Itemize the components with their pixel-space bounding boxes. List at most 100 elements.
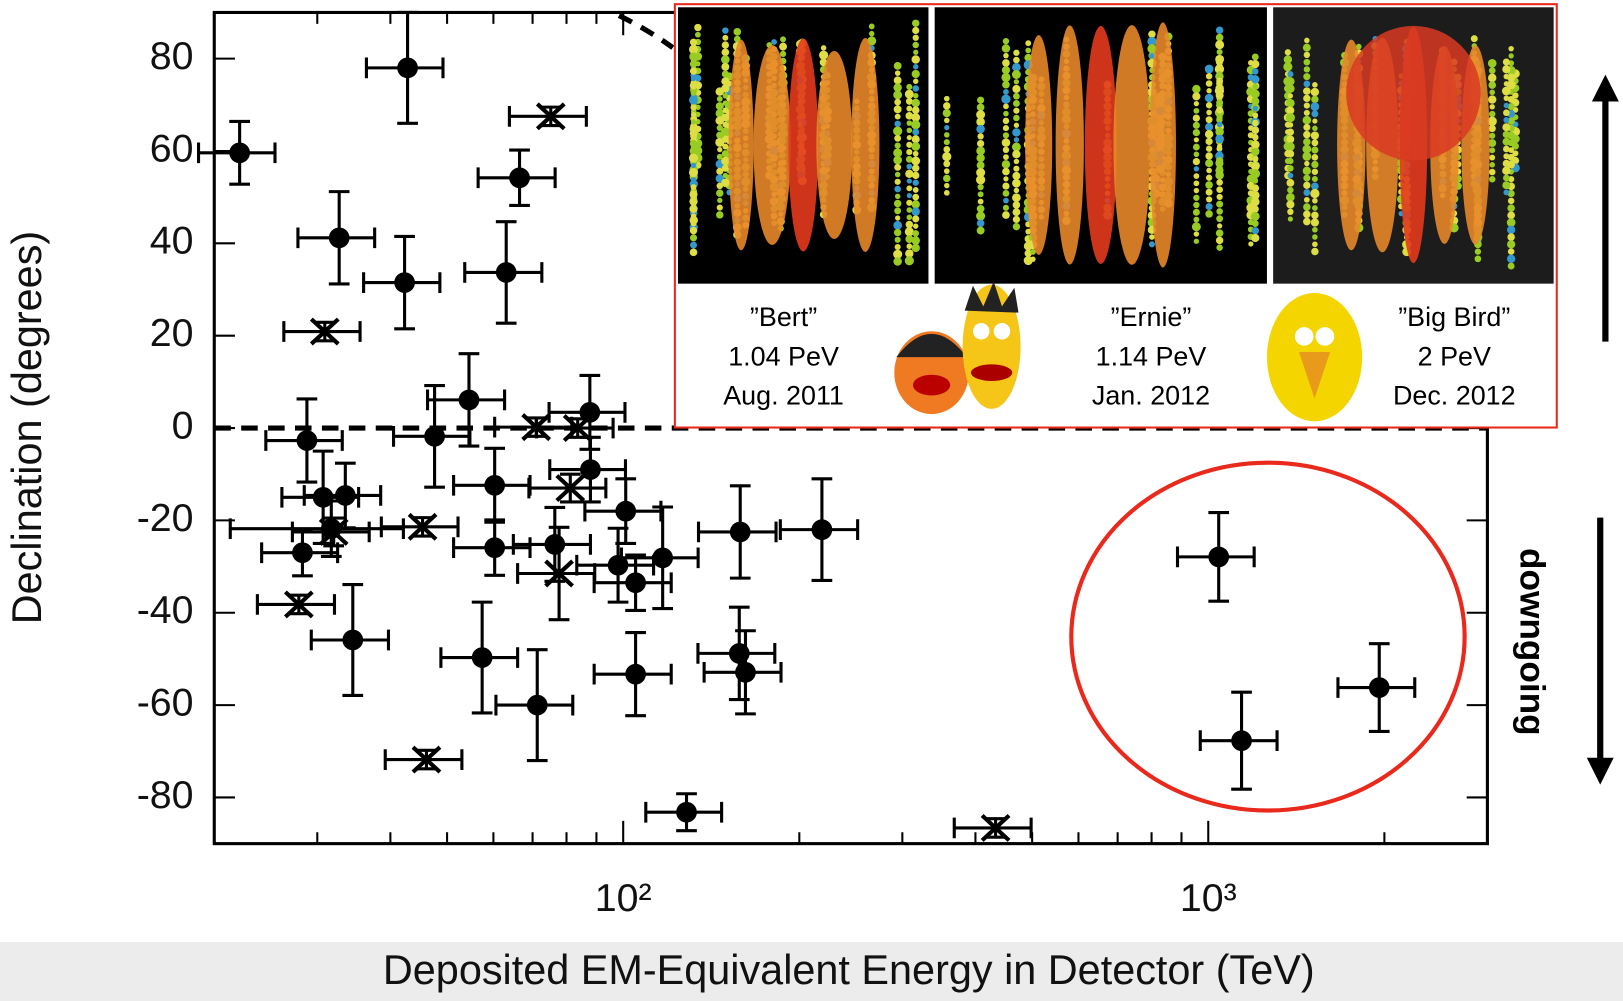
hit — [1287, 93, 1293, 99]
hit — [1251, 233, 1260, 243]
hit — [1502, 130, 1511, 139]
hit — [1251, 97, 1260, 106]
hit — [721, 84, 730, 93]
hit — [894, 236, 901, 243]
hit-cluster — [1084, 26, 1117, 264]
hit — [1192, 121, 1200, 129]
hit — [1216, 63, 1223, 70]
hit — [913, 49, 919, 55]
hit — [1206, 167, 1212, 174]
hit — [1205, 102, 1213, 109]
hit — [1311, 153, 1319, 161]
y-tick-label: 20 — [150, 311, 194, 355]
hit — [689, 125, 698, 134]
hit — [1303, 66, 1310, 73]
hit — [721, 164, 729, 172]
event-energy: 1.14 PeV — [1096, 341, 1207, 371]
hit — [1312, 241, 1318, 248]
hit — [1192, 128, 1201, 137]
hit — [1193, 201, 1200, 209]
hit — [1250, 211, 1260, 221]
hit — [722, 100, 729, 106]
hit — [1302, 151, 1312, 161]
hit — [1216, 215, 1224, 223]
hit — [721, 55, 730, 64]
hit — [976, 110, 986, 120]
y-tick-label: 0 — [172, 403, 194, 447]
hit — [1286, 150, 1295, 158]
hit — [893, 249, 903, 259]
hit — [1002, 125, 1010, 132]
hit — [1507, 190, 1515, 198]
hit — [1215, 229, 1224, 237]
hit — [906, 149, 913, 156]
hit — [1001, 94, 1011, 104]
hit — [717, 146, 723, 153]
hit — [720, 127, 730, 137]
hit — [721, 62, 730, 71]
hit — [716, 153, 723, 160]
hit — [688, 168, 699, 178]
hit — [976, 226, 985, 235]
hit — [1002, 211, 1010, 219]
hit — [911, 113, 921, 122]
hit — [690, 104, 697, 111]
cross-marker — [980, 813, 1011, 842]
hit — [690, 213, 697, 219]
hit — [1251, 184, 1260, 192]
hit — [1013, 122, 1020, 128]
hit — [868, 23, 875, 30]
y-tick-label: -40 — [137, 588, 194, 632]
hit — [1012, 150, 1021, 159]
hit — [905, 97, 913, 105]
hit — [1205, 152, 1213, 160]
hit — [1216, 208, 1223, 215]
hit — [977, 198, 984, 205]
hit — [1310, 218, 1319, 227]
hit — [1012, 222, 1021, 231]
hit — [1251, 162, 1260, 171]
hit — [1025, 40, 1032, 47]
hit — [1488, 168, 1496, 176]
hit — [943, 174, 951, 183]
hit — [689, 60, 698, 68]
hit — [715, 109, 724, 118]
hit — [912, 193, 920, 201]
hit — [1311, 176, 1318, 183]
hit — [1487, 73, 1497, 83]
hit — [1312, 226, 1318, 233]
hit — [912, 19, 920, 27]
hit — [911, 69, 920, 79]
hit — [1286, 178, 1295, 187]
hit — [1474, 248, 1482, 255]
hit — [689, 67, 698, 75]
hit — [1302, 144, 1312, 154]
hit — [893, 83, 902, 92]
hit — [1303, 189, 1311, 196]
hit — [1216, 157, 1224, 165]
point — [424, 426, 445, 447]
hit — [1489, 104, 1495, 110]
hit — [695, 111, 701, 118]
hit — [943, 190, 950, 196]
point — [334, 485, 356, 506]
hit — [1303, 130, 1311, 139]
hit — [894, 163, 902, 171]
hit — [1011, 142, 1021, 152]
hit — [977, 133, 984, 140]
hit — [721, 41, 730, 49]
hit — [1487, 59, 1497, 68]
cross-marker — [407, 512, 438, 541]
point — [484, 474, 506, 496]
hit — [893, 90, 903, 100]
hit — [1217, 143, 1223, 149]
cross-marker — [562, 414, 593, 442]
x-error-bar — [228, 518, 405, 540]
hit — [1216, 244, 1223, 251]
hit — [1013, 137, 1020, 143]
point — [729, 521, 751, 543]
hit — [1312, 82, 1318, 88]
hit — [976, 161, 985, 170]
